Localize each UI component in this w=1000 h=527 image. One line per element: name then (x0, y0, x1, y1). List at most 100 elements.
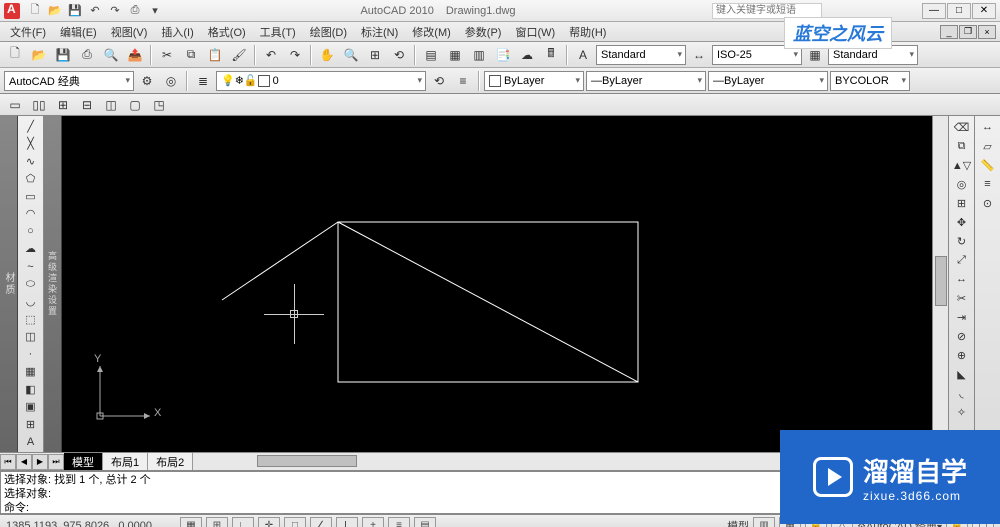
menu-view[interactable]: 视图(V) (105, 22, 154, 42)
layer-manager-icon[interactable]: ≣ (192, 70, 214, 92)
ellipse-arc-icon[interactable]: ◡ (20, 293, 42, 310)
pan-icon[interactable]: ✋ (316, 44, 338, 66)
tab-layout2[interactable]: 布局2 (148, 453, 193, 471)
tool-palettes-icon[interactable]: ▥ (468, 44, 490, 66)
scrollbar-thumb[interactable] (935, 256, 947, 306)
locate-point-icon[interactable]: ⊙ (977, 194, 999, 212)
scale-icon[interactable]: ⤢ (951, 251, 973, 269)
minimize-button[interactable]: — (922, 3, 946, 19)
dim-style-icon[interactable]: ↔ (688, 44, 710, 66)
menu-insert[interactable]: 插入(I) (155, 22, 199, 42)
copy-obj-icon[interactable]: ⧉ (951, 137, 973, 155)
vp-3d-icon[interactable]: ◳ (148, 94, 170, 116)
measure-icon[interactable]: 📏 (977, 156, 999, 174)
lwt-toggle[interactable]: ≡ (388, 517, 410, 527)
tab-layout1[interactable]: 布局1 (103, 453, 148, 471)
layer-prev-icon[interactable]: ⟲ (428, 70, 450, 92)
vertical-scrollbar[interactable] (932, 116, 948, 452)
menu-dimension[interactable]: 标注(N) (355, 22, 404, 42)
otrack-toggle[interactable]: ∠ (310, 517, 332, 527)
qp-toggle[interactable]: ▤ (414, 517, 436, 527)
block-make-icon[interactable]: ◫ (20, 328, 42, 345)
extend-icon[interactable]: ⇥ (951, 308, 973, 326)
quickcalc-icon[interactable]: 🖩 (540, 44, 562, 66)
vp-single-icon[interactable]: ▭ (4, 94, 26, 116)
menu-format[interactable]: 格式(O) (202, 22, 252, 42)
offset-icon[interactable]: ◎ (951, 175, 973, 193)
open-icon[interactable]: 📂 (46, 2, 64, 20)
properties-icon[interactable]: ▤ (420, 44, 442, 66)
design-center-icon[interactable]: ▦ (444, 44, 466, 66)
menu-window[interactable]: 窗口(W) (509, 22, 561, 42)
hatch-icon[interactable]: ▦ (20, 363, 42, 380)
menu-tools[interactable]: 工具(T) (254, 22, 302, 42)
osnap-toggle[interactable]: □ (284, 517, 306, 527)
text-style-icon[interactable]: A (572, 44, 594, 66)
area-icon[interactable]: ▱ (977, 137, 999, 155)
close-button[interactable]: ✕ (972, 3, 996, 19)
arc-icon[interactable]: ◠ (20, 206, 42, 223)
layer-state-icon[interactable]: ≡ (452, 70, 474, 92)
zoom-previous-icon[interactable]: ⟲ (388, 44, 410, 66)
save-file-icon[interactable]: 💾 (52, 44, 74, 66)
layer-combo[interactable]: 💡❄🔓 0 (216, 71, 426, 91)
menu-edit[interactable]: 编辑(E) (54, 22, 103, 42)
workspace-combo[interactable]: AutoCAD 经典 (4, 71, 134, 91)
markup-icon[interactable]: ☁ (516, 44, 538, 66)
drawing-canvas[interactable]: X Y (62, 116, 932, 452)
app-logo[interactable] (4, 3, 20, 19)
spline-icon[interactable]: ~ (20, 258, 42, 275)
mdi-minimize-button[interactable]: _ (940, 25, 958, 39)
quick-view-layouts-icon[interactable]: ▥ (753, 517, 775, 527)
text-style-combo[interactable]: Standard (596, 45, 686, 65)
vp-two-icon[interactable]: ▯▯ (28, 94, 50, 116)
grid-toggle[interactable]: ⊞ (206, 517, 228, 527)
array-icon[interactable]: ⊞ (951, 194, 973, 212)
fillet-icon[interactable]: ◟ (951, 384, 973, 402)
ortho-toggle[interactable]: ∟ (232, 517, 254, 527)
snap-toggle[interactable]: ▦ (180, 517, 202, 527)
stretch-icon[interactable]: ↔ (951, 270, 973, 288)
erase-icon[interactable]: ⌫ (951, 118, 973, 136)
zoom-realtime-icon[interactable]: 🔍 (340, 44, 362, 66)
sheet-set-icon[interactable]: 📑 (492, 44, 514, 66)
vp-four-icon[interactable]: ⊟ (76, 94, 98, 116)
material-tab[interactable]: 材质 (0, 116, 18, 452)
circle-icon[interactable]: ○ (20, 223, 42, 240)
model-space-label[interactable]: 模型 (727, 518, 749, 527)
list-icon[interactable]: ≡ (977, 175, 999, 193)
distance-icon[interactable]: ↔ (977, 118, 999, 136)
new-file-icon[interactable]: 🗋 (4, 44, 26, 66)
workspace-save-icon[interactable]: ◎ (160, 70, 182, 92)
coords-display[interactable]: 1385.1193, 975.8026 , 0.0000 (6, 520, 152, 527)
vp-named-icon[interactable]: ▢ (124, 94, 146, 116)
gradient-icon[interactable]: ◧ (20, 381, 42, 398)
menu-parametric[interactable]: 参数(P) (459, 22, 508, 42)
mdi-restore-button[interactable]: ❐ (959, 25, 977, 39)
tab-model[interactable]: 模型 (64, 453, 103, 471)
undo-button-icon[interactable]: ↶ (260, 44, 282, 66)
vp-join-icon[interactable]: ◫ (100, 94, 122, 116)
trim-icon[interactable]: ✂ (951, 289, 973, 307)
ducs-toggle[interactable]: L (336, 517, 358, 527)
chamfer-icon[interactable]: ◣ (951, 365, 973, 383)
mtext-icon[interactable]: A (20, 434, 42, 451)
new-icon[interactable]: 🗋 (26, 2, 44, 20)
line-icon[interactable]: ╱ (20, 118, 42, 135)
linetype-combo[interactable]: — ByLayer (586, 71, 706, 91)
join-icon[interactable]: ⊕ (951, 346, 973, 364)
move-icon[interactable]: ✥ (951, 213, 973, 231)
match-props-icon[interactable]: 🖌 (228, 44, 250, 66)
redo-icon[interactable]: ↷ (106, 2, 124, 20)
break-icon[interactable]: ⊘ (951, 327, 973, 345)
polar-toggle[interactable]: ✛ (258, 517, 280, 527)
redo-button-icon[interactable]: ↷ (284, 44, 306, 66)
rotate-icon[interactable]: ↻ (951, 232, 973, 250)
dyn-toggle[interactable]: + (362, 517, 384, 527)
lineweight-combo[interactable]: — ByLayer (708, 71, 828, 91)
explode-icon[interactable]: ✧ (951, 403, 973, 421)
zoom-window-icon[interactable]: ⊞ (364, 44, 386, 66)
maximize-button[interactable]: □ (947, 3, 971, 19)
publish-icon[interactable]: 📤 (124, 44, 146, 66)
ellipse-icon[interactable]: ⬭ (20, 276, 42, 293)
